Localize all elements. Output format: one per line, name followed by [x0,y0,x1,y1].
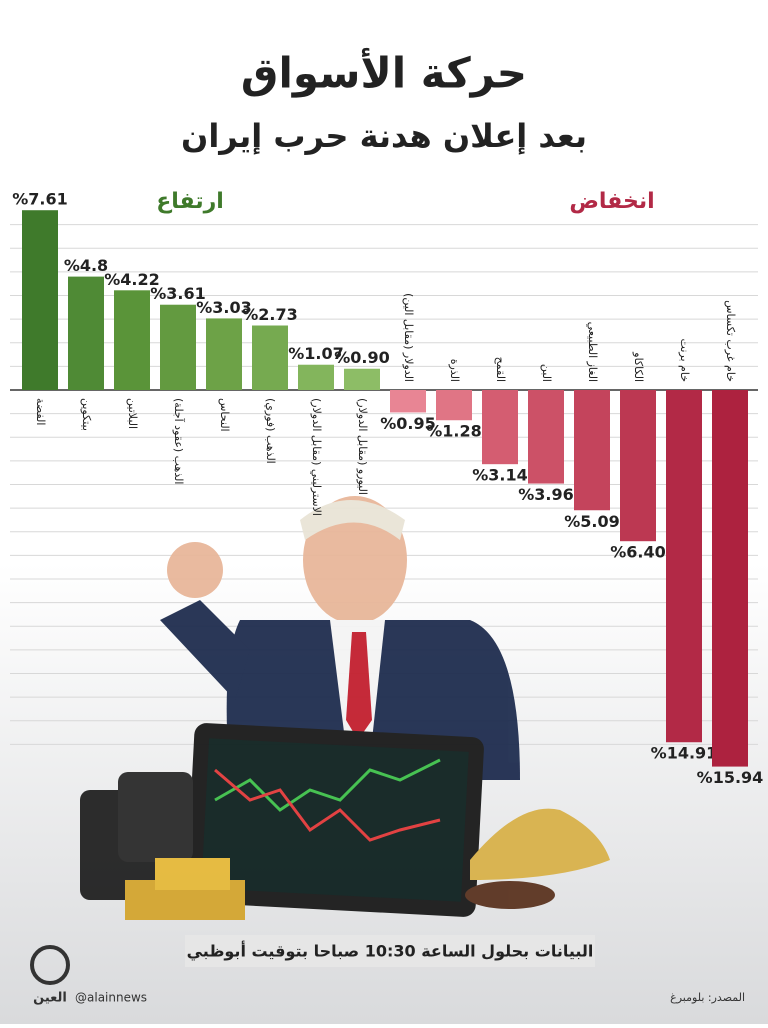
category-label: البن [540,364,553,382]
value-label: %5.09 [564,512,620,531]
value-label: %14.91 [651,744,718,763]
bar [344,368,380,390]
category-label: الذهب (عقود آجلة) [172,398,186,484]
category-label: بيتكوين [80,398,93,431]
bar [160,304,196,390]
bar [68,276,104,390]
category-label: الغاز الطبيعي [586,322,599,382]
bar [666,390,702,743]
category-label: الذرة [448,359,461,382]
bar [528,390,564,484]
category-label: الذهب (فوري) [264,398,277,464]
footnote: البيانات بحلول الساعة 10:30 صباحا بتوقيت… [187,941,594,962]
bar [436,390,472,421]
bar [390,390,426,413]
title: حركة الأسواق [241,48,527,99]
value-label: %3.14 [472,466,528,485]
value-label: %4.22 [104,270,160,289]
bar [252,325,288,390]
category-label: النحاس [218,398,231,432]
category-label: اليورو (مقابل الدولار) [356,398,369,495]
logo-mark [30,945,70,985]
bar [114,290,150,390]
value-label: %3.03 [196,298,252,317]
bar [574,390,610,511]
category-label: القمح [494,357,507,382]
source: المصدر: بلومبرغ [670,991,745,1004]
fall-label: انخفاض [569,189,654,214]
bar [298,364,334,390]
subtitle: بعد إعلان هدنة حرب إيران [181,117,587,156]
value-label: %0.95 [380,414,436,433]
value-label: %3.61 [150,284,206,303]
category-label: الاسترليني (مقابل الدولار) [310,398,323,516]
illustration [80,496,610,920]
value-label: %15.94 [697,768,764,787]
footnote-box [185,935,595,967]
bar [712,390,748,767]
value-label: %6.40 [610,543,666,562]
category-label: الدولار (مقابل الين) [402,293,415,382]
category-label: الكاكاو [632,351,645,382]
rise-label: ارتفاع [156,189,224,214]
category-label: البلاتين [126,398,139,429]
category-label: خام غرب تكساس [724,300,737,382]
value-label: %3.96 [518,485,574,504]
value-label: %7.61 [12,190,68,209]
handle: @alainnews [75,991,147,1005]
value-label: %2.73 [242,305,298,324]
bar [22,210,58,390]
bar [620,390,656,542]
value-label: %1.28 [426,422,482,441]
value-label: %0.90 [334,348,390,367]
bar [482,390,518,465]
bar [206,318,242,390]
value-label: %4.8 [64,256,108,275]
category-label: الفضة [34,398,47,425]
value-label: %1.07 [288,344,344,363]
category-label: خام برنت [678,339,691,382]
logo: العين [33,991,67,1006]
